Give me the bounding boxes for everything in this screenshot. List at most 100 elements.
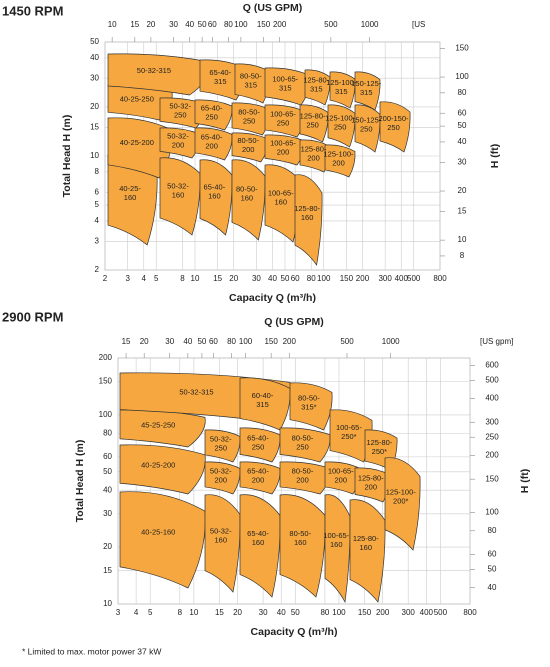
y-tick-label: 40 <box>103 485 112 494</box>
y-tick-label: 8 <box>95 167 100 176</box>
y-tick-label: 15 <box>103 566 112 575</box>
panel-title: 2900 RPM <box>2 309 63 324</box>
y-tick-label: 30 <box>90 73 99 82</box>
region-label: 50-32-160 <box>167 181 189 199</box>
region-label: 50-32-315 <box>137 66 171 75</box>
top-axis-unit: [US <box>412 20 425 29</box>
region-label: 50-32-160 <box>210 527 232 545</box>
x-tick-label: 400 <box>420 608 434 617</box>
region-label: 125-100-315 <box>326 78 357 96</box>
region-label: 80-50-160 <box>236 185 258 203</box>
x-tick-label: 150 <box>340 274 354 283</box>
pump-region <box>194 99 233 131</box>
y-axis-title: Total Head H (m) <box>61 115 73 198</box>
pump-region <box>239 377 291 431</box>
y2-axis-title: H (ft) <box>489 144 501 169</box>
right-tick-label: 100 <box>455 72 469 81</box>
region-label: 40-25-200 <box>141 461 175 470</box>
region-label: 125-80-250* <box>366 438 392 456</box>
y-tick-label: 60 <box>103 452 112 461</box>
x-tick-label: 80 <box>320 608 329 617</box>
top-tick-label: 80 <box>227 337 236 346</box>
y-tick-label: 3 <box>95 236 100 245</box>
x-tick-label: 5 <box>154 274 159 283</box>
pump-region <box>194 127 233 161</box>
top-tick-label: 15 <box>122 337 131 346</box>
region-label: 50-32-250 <box>210 434 232 452</box>
pump-region <box>239 494 281 598</box>
y2-axis-title: H (ft) <box>519 469 531 494</box>
y-tick-label: 5 <box>95 200 100 209</box>
region-label: 50-32-315 <box>179 388 213 397</box>
right-tick-label: 30 <box>458 157 467 166</box>
region-label: 80-50-315 <box>240 71 262 89</box>
x-tick-label: 200 <box>356 274 370 283</box>
x-tick-label: 15 <box>213 274 222 283</box>
y-tick-label: 6 <box>95 187 100 196</box>
pump-region <box>379 101 411 153</box>
region-label: 60-40-315 <box>252 391 274 409</box>
x-tick-label: 5 <box>148 608 153 617</box>
pump-region <box>204 494 241 593</box>
region-label: 65-40-160 <box>247 529 269 547</box>
right-tick-label: 50 <box>488 564 497 573</box>
pump-region <box>329 71 356 109</box>
top-tick-label: 100 <box>239 337 253 346</box>
right-tick-label: 400 <box>485 394 499 403</box>
pump-region <box>231 159 266 241</box>
region-label: 50-32-250 <box>169 102 191 120</box>
right-tick-label: 250 <box>485 432 499 441</box>
right-tick-label: 15 <box>458 207 467 216</box>
right-tick-label: 20 <box>458 186 467 195</box>
y-tick-label: 50 <box>90 37 99 46</box>
x-tick-label: 8 <box>178 608 183 617</box>
region-label: 45-25-250 <box>141 421 175 430</box>
x-tick-label: 500 <box>434 608 448 617</box>
top-tick-label: 150 <box>264 337 278 346</box>
x-tick-label: 200 <box>376 608 390 617</box>
top-tick-label: 20 <box>140 337 149 346</box>
region-label: 40-25-160 <box>141 527 175 536</box>
x-tick-label: 80 <box>307 274 316 283</box>
x-tick-label: 4 <box>134 608 139 617</box>
top-tick-label: 30 <box>165 337 174 346</box>
pump-region <box>159 157 201 236</box>
pump-region <box>204 461 241 495</box>
x-tick-label: 3 <box>125 274 130 283</box>
y-tick-label: 80 <box>103 428 112 437</box>
region-label: 80-50-200 <box>292 466 314 484</box>
region-label: 65-40-160 <box>204 182 226 200</box>
top-tick-label: 200 <box>273 20 287 29</box>
y-tick-label: 15 <box>90 122 99 131</box>
right-tick-label: 200 <box>485 451 499 460</box>
x-tick-label: 100 <box>317 274 331 283</box>
x-tick-label: 150 <box>358 608 372 617</box>
y-tick-label: 20 <box>90 102 99 111</box>
right-tick-label: 60 <box>488 550 497 559</box>
x-tick-label: 2 <box>103 274 108 283</box>
x-tick-label: 3 <box>116 608 121 617</box>
x-tick-label: 10 <box>189 608 198 617</box>
top-tick-label: 60 <box>208 20 217 29</box>
region-label: 65-40-250 <box>201 104 223 122</box>
y-tick-label: 150 <box>99 377 113 386</box>
top-tick-label: 10 <box>108 20 117 29</box>
region-label: 80-50-250 <box>292 433 314 451</box>
y-tick-label: 100 <box>99 410 113 419</box>
top-tick-label: 20 <box>146 20 155 29</box>
x-tick-label: 10 <box>191 274 200 283</box>
top-tick-label: 500 <box>340 337 354 346</box>
x-tick-label: 800 <box>433 274 447 283</box>
x-tick-label: 30 <box>259 608 268 617</box>
pump-region <box>384 457 421 551</box>
right-tick-label: 80 <box>488 526 497 535</box>
y-tick-label: 40 <box>90 53 99 62</box>
region-label: 50-32-200 <box>167 132 189 150</box>
region-label: 125-80-160 <box>353 534 379 552</box>
x-tick-label: 30 <box>252 274 261 283</box>
region-label: 80-50-200 <box>237 136 259 154</box>
x-tick-label: 15 <box>215 608 224 617</box>
x-tick-label: 300 <box>402 608 416 617</box>
y-tick-label: 200 <box>99 353 113 362</box>
